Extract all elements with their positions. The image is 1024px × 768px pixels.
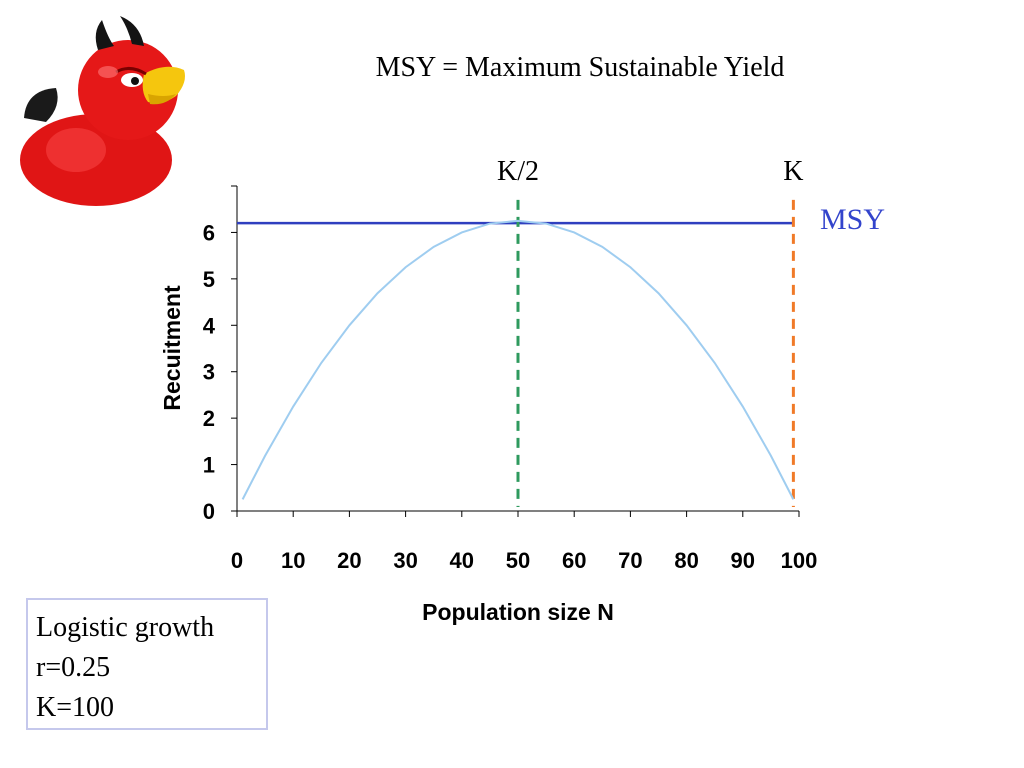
k-label: K xyxy=(783,156,803,187)
info-line-capacity: K=100 xyxy=(36,692,115,723)
x-tick-label: 0 xyxy=(231,548,243,573)
x-tick-label: 60 xyxy=(562,548,586,573)
info-line-model: Logistic growth xyxy=(36,612,215,643)
x-tick-label: 100 xyxy=(781,548,818,573)
y-tick-label: 6 xyxy=(203,220,215,245)
y-tick-label: 1 xyxy=(203,453,215,478)
y-tick-label: 4 xyxy=(203,313,216,338)
y-tick-label: 5 xyxy=(203,267,215,292)
recruitment-curve xyxy=(241,219,795,500)
k-half-label: K/2 xyxy=(497,156,539,187)
info-line-rate: r=0.25 xyxy=(36,652,111,683)
x-axis-label: Population size N xyxy=(422,599,614,625)
msy-label: MSY xyxy=(820,203,885,236)
y-tick-label: 0 xyxy=(203,499,215,524)
x-tick-label: 20 xyxy=(337,548,361,573)
y-tick-label: 3 xyxy=(203,360,215,385)
x-tick-label: 70 xyxy=(618,548,642,573)
x-tick-label: 50 xyxy=(506,548,530,573)
slide-title: MSY = Maximum Sustainable Yield xyxy=(375,52,785,83)
x-tick-label: 80 xyxy=(674,548,698,573)
x-tick-label: 30 xyxy=(393,548,417,573)
x-tick-label: 10 xyxy=(281,548,305,573)
x-tick-label: 40 xyxy=(450,548,474,573)
x-tick-label: 90 xyxy=(731,548,755,573)
parameters-box: Logistic growth r=0.25 K=100 xyxy=(26,598,268,730)
y-axis-label: Recuitment xyxy=(159,285,185,411)
y-tick-label: 2 xyxy=(203,406,215,431)
devil-duck-icon xyxy=(20,16,185,206)
